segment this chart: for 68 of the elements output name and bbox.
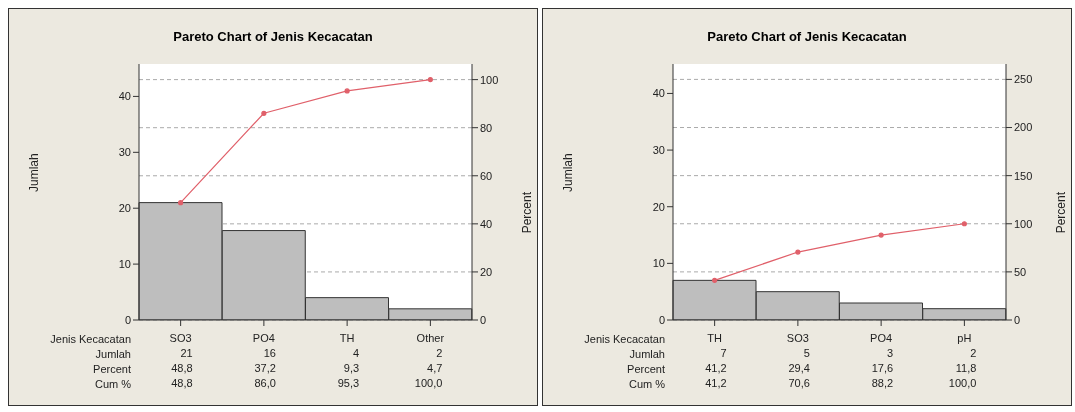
data-label: 2 — [436, 347, 443, 359]
y2-tick-label: 0 — [480, 313, 487, 326]
data-label: 21 — [180, 347, 193, 359]
data-label: 2 — [970, 347, 977, 359]
x-tick-label: Other — [416, 332, 445, 344]
y-tick-label: 40 — [118, 90, 131, 103]
text: Jumlah — [94, 348, 131, 360]
text: 37,2 — [254, 362, 276, 374]
x-axis-title: Jenis Kecacatan — [49, 333, 131, 345]
y-tick-label: 20 — [118, 202, 131, 215]
y2-tick-label: 20 — [480, 265, 493, 278]
data-label: 95,3 — [337, 377, 360, 389]
y-tick-label: 10 — [118, 258, 131, 271]
text: 41,2 — [705, 362, 727, 374]
y2-tick-label: 200 — [1014, 121, 1033, 134]
data-label: 86,0 — [254, 377, 276, 389]
x-tick-label: PO4 — [252, 332, 275, 344]
x-tick-label: SO3 — [786, 332, 809, 344]
text: 17,6 — [871, 362, 894, 374]
data-label: 88,2 — [871, 377, 894, 389]
y-axis-title: Jumlah — [561, 153, 576, 192]
y2-tick-label: 80 — [480, 121, 493, 134]
y2-tick-label: 100 — [480, 73, 499, 86]
text: 4,7 — [427, 362, 443, 374]
y2-tick-label: 250 — [1014, 73, 1033, 86]
x-tick-label: pH — [957, 332, 972, 344]
y2-tick-label: 50 — [1014, 265, 1027, 278]
chart-title: Pareto Chart of Jenis Kecacatan — [706, 29, 908, 44]
y-tick-label: 0 — [658, 313, 665, 326]
text: Jumlah — [628, 348, 665, 360]
y2-tick-label: 100 — [1014, 217, 1033, 230]
data-label: 48,8 — [171, 377, 193, 389]
y2-tick-label: 0 — [1014, 313, 1021, 326]
data-label: 16 — [263, 347, 276, 359]
text: 9,3 — [343, 362, 360, 374]
data-label: 5 — [803, 347, 810, 359]
y-axis-title: Jumlah — [27, 153, 42, 192]
y-tick-label: 10 — [652, 257, 665, 270]
y2-tick-label: 40 — [480, 217, 493, 230]
x-tick-label: TH — [339, 332, 355, 344]
data-label: 100,0 — [414, 377, 443, 389]
text: Percent — [626, 363, 665, 375]
x-tick-label: SO3 — [169, 332, 192, 344]
text: Percent — [92, 363, 131, 375]
x-tick-label: TH — [707, 332, 723, 344]
x-tick-label: PO4 — [870, 332, 893, 344]
y-tick-label: 30 — [652, 143, 665, 156]
y2-tick-label: 150 — [1014, 169, 1033, 182]
data-label: 100,0 — [948, 377, 977, 389]
y2-axis-title: Percent — [520, 191, 535, 234]
text: 11,8 — [955, 362, 977, 374]
y-tick-label: 20 — [652, 200, 665, 213]
x-axis-title: Jenis Kecacatan — [583, 333, 665, 345]
data-label: 3 — [887, 347, 894, 359]
data-label: 7 — [720, 347, 727, 359]
y-tick-label: 40 — [652, 87, 665, 100]
text: 48,8 — [171, 362, 193, 374]
chart-title: Pareto Chart of Jenis Kecacatan — [172, 29, 374, 44]
data-label: 70,6 — [788, 377, 810, 389]
data-label: 4 — [353, 347, 360, 359]
y2-tick-label: 60 — [480, 169, 493, 182]
y-tick-label: 0 — [124, 313, 131, 326]
text: Cum % — [93, 378, 131, 390]
y-tick-label: 30 — [118, 146, 131, 159]
text: 29,4 — [788, 362, 810, 374]
data-label: 41,2 — [705, 377, 727, 389]
y2-axis-title: Percent — [1054, 191, 1069, 234]
text: Cum % — [627, 378, 665, 390]
